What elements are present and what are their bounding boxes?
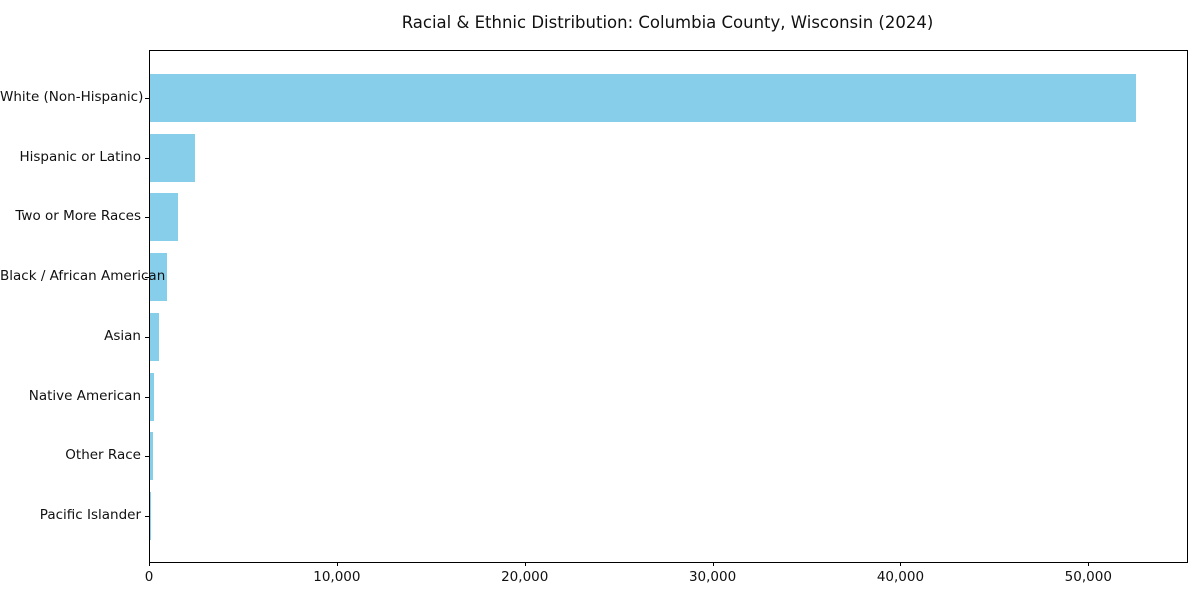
- x-tick-label: 40,000: [876, 569, 925, 585]
- bar: [150, 432, 154, 481]
- y-tick-mark: [145, 396, 149, 398]
- bar: [150, 372, 154, 421]
- bar: [150, 193, 179, 242]
- bar: [150, 74, 1137, 122]
- x-tick-mark: [900, 562, 902, 566]
- y-tick-mark: [145, 217, 149, 219]
- y-tick-label: White (Non-Hispanic): [0, 89, 144, 105]
- x-tick-label: 0: [144, 569, 154, 585]
- y-tick-label: Hispanic or Latino: [19, 148, 141, 165]
- y-tick-label: Two or More Races: [15, 208, 141, 225]
- x-tick-mark: [149, 562, 150, 566]
- y-tick-mark: [145, 98, 149, 99]
- x-tick-label: 50,000: [1064, 569, 1112, 585]
- plot-area: [145, 50, 1188, 563]
- chart-title: Racial & Ethnic Distribution: Columbia C…: [401, 13, 934, 32]
- y-tick-label: Other Race: [65, 447, 141, 464]
- y-tick-label: Native American: [28, 387, 141, 404]
- bar: [150, 491, 151, 540]
- x-tick-label: 30,000: [688, 569, 737, 585]
- y-tick-mark: [145, 456, 149, 458]
- bar: [150, 253, 168, 302]
- y-tick-label: Pacific Islander: [39, 506, 141, 523]
- x-tick-mark: [524, 562, 526, 566]
- y-tick-label: Black / African American: [0, 268, 166, 285]
- x-tick-label: 20,000: [501, 569, 549, 585]
- y-tick-mark: [145, 515, 149, 517]
- bar: [150, 133, 196, 182]
- bar: [150, 312, 159, 361]
- x-tick-label: 10,000: [313, 569, 361, 585]
- y-tick-mark: [145, 157, 149, 159]
- y-tick-mark: [145, 277, 149, 279]
- x-tick-mark: [336, 562, 338, 566]
- x-tick-mark: [712, 562, 714, 566]
- y-tick-mark: [145, 336, 149, 338]
- y-tick-label: Asian: [104, 327, 141, 344]
- x-tick-mark: [1088, 562, 1090, 566]
